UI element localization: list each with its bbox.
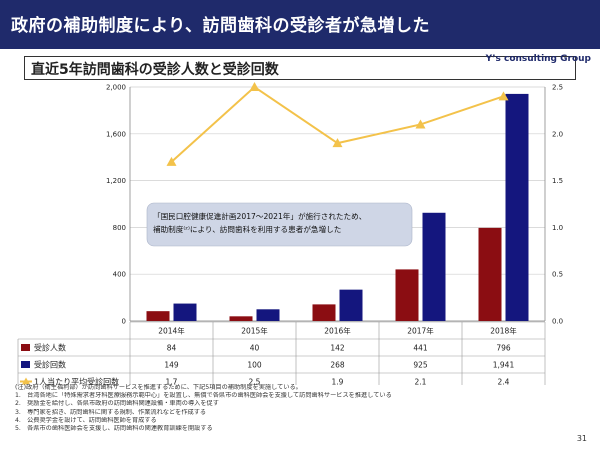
y-right-tick-label: 1.5 [552, 177, 563, 185]
y-left-tick-label: 1,600 [106, 130, 126, 138]
data-label: 1,941 [493, 361, 515, 370]
bar-patients [312, 304, 336, 321]
x-category-label: 2017年 [407, 326, 434, 336]
chart-title-box: 直近5年訪問歯科の受診人数と受診回数 [24, 56, 576, 80]
avg-visits-point [498, 91, 509, 101]
y-left-tick-label: 0 [122, 318, 126, 326]
data-label: 84 [167, 344, 177, 353]
bar-patients [395, 269, 419, 321]
data-label: 268 [330, 361, 345, 370]
note-line: (注)政府（衛生福利部）が訪問歯科サービスを推進するために、下記5項目の補助制度… [15, 384, 302, 391]
data-label: 441 [413, 344, 428, 353]
page-title: 政府の補助制度により、訪問歯科の受診者が急増した [11, 16, 430, 36]
legend-label: 受診人数 [34, 343, 66, 353]
bar-patients [146, 311, 170, 321]
data-label: 149 [164, 361, 179, 370]
data-label: 142 [330, 344, 345, 353]
bar-visits [256, 309, 280, 321]
x-category-label: 2015年 [241, 326, 268, 336]
series-line-avg-visits [170, 85, 504, 163]
notes: (注)政府（衛生福利部）が訪問歯科サービスを推進するために、下記5項目の補助制度… [15, 384, 585, 433]
note-line: 1. 台湾各地に「特殊需求者牙科医療服務示範中心」を設置し、無償で各県市の歯科医… [15, 392, 392, 400]
y-right-tick-label: 2.0 [552, 130, 563, 138]
y-left-tick-label: 800 [113, 224, 126, 232]
avg-visits-point [415, 119, 426, 129]
legend-label: 1人当たり平均受診回数 [34, 377, 119, 386]
legend-swatch [21, 361, 30, 368]
note-line: 5. 各県市の歯科医師会を支援し、訪問歯科の関連教育訓練を開設する [15, 425, 213, 433]
y-right-tick-label: 1.0 [552, 224, 563, 232]
data-label: 2.5 [249, 378, 261, 386]
callout-box [146, 202, 413, 247]
y-right-tick-label: 0.5 [552, 271, 563, 279]
legend-marker [22, 377, 30, 385]
y-left-tick-label: 2,000 [106, 84, 126, 92]
chart-title: 直近5年訪問歯科の受診人数と受診回数 [31, 62, 279, 78]
x-category-label: 2016年 [324, 326, 351, 336]
bar-visits [422, 212, 446, 321]
y-right-tick-label: 0.0 [552, 318, 563, 326]
note-line: 4. 公費奨学金を設けて、訪問歯科医師を育成する [15, 416, 157, 424]
note-line: 3. 専門家を招き、訪問歯科に関する規制、作業流れなどを作成する [15, 408, 207, 416]
title-bar: 政府の補助制度により、訪問歯科の受診者が急増した [0, 0, 600, 49]
chart: 0 400 800 1,200 1,600 2,000 0.0 0.5 1.0 1.5 2.0 2.5… [17, 82, 563, 386]
x-category-label: 2018年 [490, 326, 517, 336]
callout-line1: 「国民口腔健康促進計画2017～2021年」が施行されたため、 [153, 211, 366, 221]
data-label: 796 [496, 344, 511, 353]
data-label: 925 [413, 361, 428, 370]
data-label: 1.7 [166, 378, 178, 386]
bar-patients [229, 316, 253, 321]
bar-visits [505, 93, 529, 321]
avg-visits-point [249, 82, 260, 91]
data-label: 40 [250, 344, 260, 353]
legend-swatch [21, 344, 30, 351]
avg-visits-point [332, 138, 343, 148]
data-label: 2.4 [498, 378, 510, 386]
avg-visits-point [166, 156, 177, 166]
x-category-label: 2014年 [158, 326, 185, 336]
data-label: 1.9 [332, 378, 344, 386]
data-label: 2.1 [415, 378, 427, 386]
page-number: 31 [576, 434, 587, 443]
y-left-tick-label: 400 [113, 271, 126, 279]
note-line: 2. 奨励金を給付し、各県市政府の訪問歯科関連設備・車両の導入を促す [15, 400, 219, 408]
brand-label: Y’s consulting Group [485, 54, 591, 64]
data-label: 100 [247, 361, 262, 370]
bar-patients [478, 227, 502, 321]
y-left-tick-label: 1,200 [106, 177, 126, 185]
callout-line2: 補助制度⁽ᶻ⁾により、訪問歯科を利用する患者が急増した [153, 224, 341, 234]
bar-visits [173, 303, 197, 321]
bar-visits [339, 289, 363, 321]
legend-label: 受診回数 [34, 360, 66, 370]
y-right-tick-label: 2.5 [552, 84, 563, 92]
